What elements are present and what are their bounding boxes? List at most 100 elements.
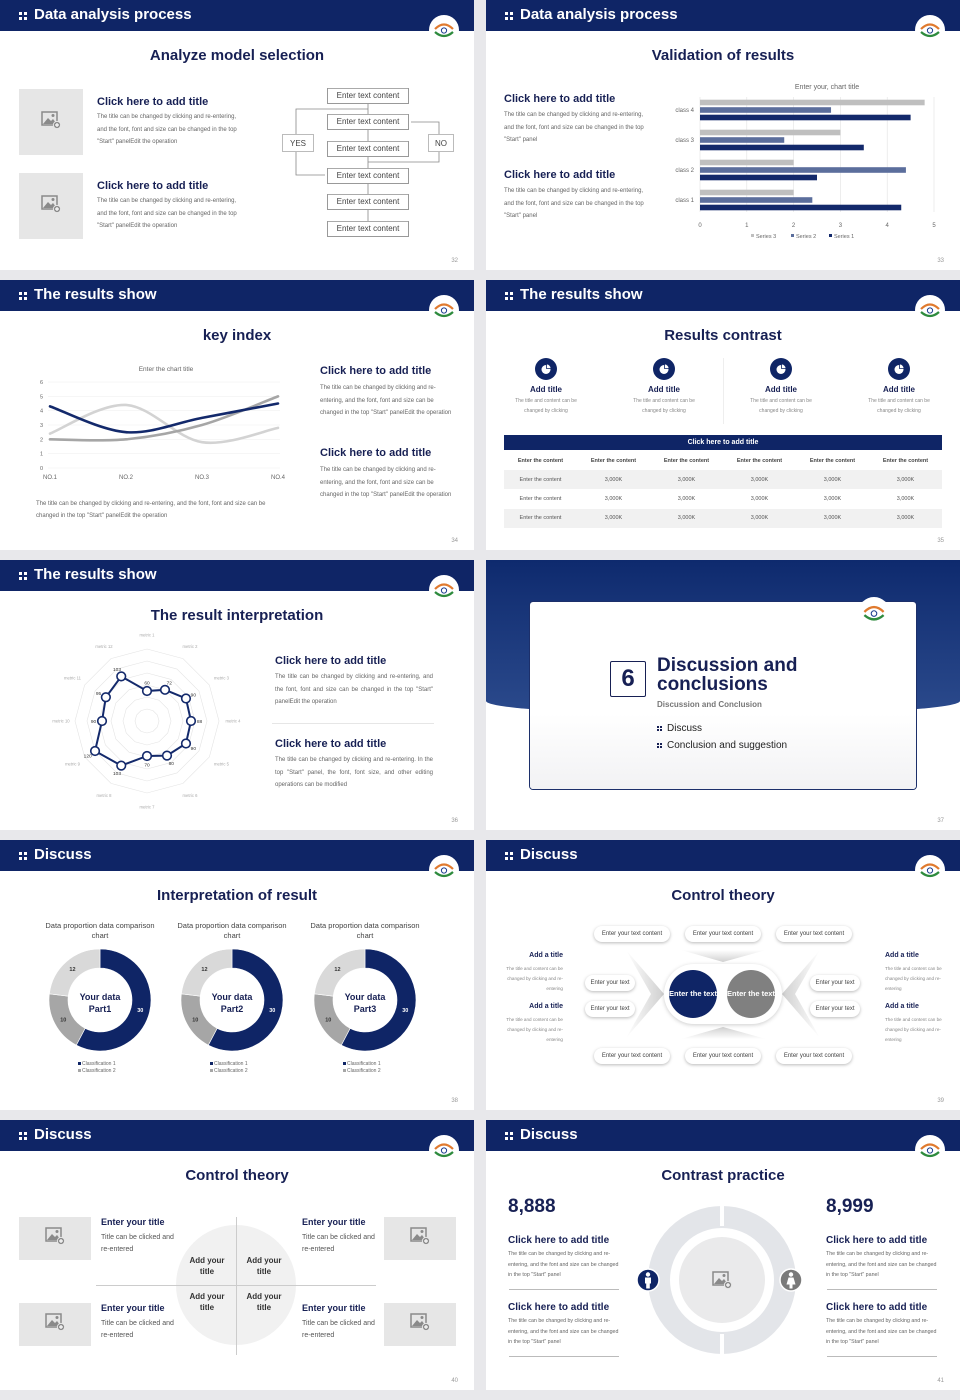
image-add-icon[interactable] <box>712 1271 733 1294</box>
flow-box[interactable]: Enter text content <box>327 88 409 104</box>
chart-caption[interactable]: The title can be changed by clicking and… <box>36 501 266 519</box>
table-cell[interactable]: 3,000K <box>896 515 915 522</box>
text-pill-left[interactable]: Enter your text <box>585 1001 635 1017</box>
item-title[interactable]: Enter your title <box>302 1303 366 1313</box>
donut-value-label: 12 <box>201 967 207 973</box>
item-body[interactable]: Title can be clicked and re-entered <box>302 1234 375 1253</box>
radar-grid-ring <box>74 648 220 794</box>
item-body[interactable]: The title can be changed by clicking and… <box>97 114 237 145</box>
item-body[interactable]: The title can be changed by clicking and… <box>320 385 452 416</box>
table-cell[interactable]: Enter the content <box>519 515 562 522</box>
table-cell[interactable]: 3,000K <box>604 476 623 483</box>
image-placeholder[interactable] <box>19 1303 91 1346</box>
table-cell[interactable]: 3,000K <box>750 515 769 522</box>
feature-item[interactable]: Add title The title and content can be ch… <box>736 358 826 416</box>
side-body[interactable]: The title and content can be changed by … <box>506 966 563 991</box>
item-title[interactable]: Click here to add title <box>508 1235 610 1246</box>
table-cell[interactable]: 3,000K <box>823 495 842 502</box>
item-title[interactable]: Enter your title <box>302 1217 366 1227</box>
table-cell[interactable]: 3,000K <box>823 476 842 483</box>
flow-box[interactable]: Enter text content <box>327 194 409 210</box>
bullet-item[interactable]: Conclusion and suggestion <box>657 740 787 751</box>
item-body[interactable]: Title can be clicked and re-entered <box>302 1320 375 1339</box>
side-body[interactable]: The title and content can be changed by … <box>885 966 942 991</box>
quadrant-label[interactable]: Add your title <box>246 1256 282 1276</box>
side-title[interactable]: Add a title <box>529 1003 563 1010</box>
center-circle-secondary[interactable]: Enter the text <box>727 970 775 1018</box>
flow-box[interactable]: Enter text content <box>327 141 409 157</box>
text-pill-bottom[interactable]: Enter your text content <box>594 1048 670 1064</box>
side-title[interactable]: Add a title <box>529 952 563 959</box>
item-body[interactable]: Title can be clicked and re-entered <box>101 1320 174 1339</box>
item-title[interactable]: Click here to add title <box>320 447 432 459</box>
bullet-item[interactable]: Discuss <box>657 723 702 734</box>
item-title[interactable]: Click here to add title <box>275 655 387 667</box>
table-cell[interactable]: Enter the content <box>519 476 562 483</box>
feature-item[interactable]: Add title The title and content can be ch… <box>854 358 944 416</box>
text-pill-bottom[interactable]: Enter your text content <box>776 1048 852 1064</box>
item-body[interactable]: The title can be changed by clicking and… <box>826 1251 937 1279</box>
text-pill-top[interactable]: Enter your text content <box>685 926 761 942</box>
table-cell[interactable]: 3,000K <box>677 515 696 522</box>
table-cell[interactable]: 3,000K <box>604 495 623 502</box>
feature-item[interactable]: Add title The title and content can be ch… <box>619 358 709 416</box>
table-cell[interactable]: 3,000K <box>677 495 696 502</box>
image-placeholder[interactable] <box>384 1303 456 1346</box>
item-title[interactable]: Click here to add title <box>275 738 387 750</box>
table-cell[interactable]: 3,000K <box>750 495 769 502</box>
table-cell[interactable]: 3,000K <box>823 515 842 522</box>
image-placeholder[interactable] <box>19 1217 91 1260</box>
table-cell[interactable]: 3,000K <box>896 476 915 483</box>
item-body[interactable]: The title can be changed by clicking and… <box>508 1251 619 1279</box>
text-pill-bottom[interactable]: Enter your text content <box>685 1048 761 1064</box>
item-title[interactable]: Click here to add title <box>504 169 616 181</box>
item-title[interactable]: Click here to add title <box>320 365 432 377</box>
radar-point <box>100 692 111 703</box>
item-title[interactable]: Click here to add title <box>97 96 209 108</box>
flow-box[interactable]: Enter text content <box>327 168 409 184</box>
item-title[interactable]: Click here to add title <box>97 180 209 192</box>
item-body[interactable]: The title can be changed by clicking and… <box>504 112 644 143</box>
image-placeholder[interactable] <box>19 89 83 155</box>
item-title[interactable]: Click here to add title <box>504 93 616 105</box>
text-pill-top[interactable]: Enter your text content <box>594 926 670 942</box>
side-body[interactable]: The title and content can be changed by … <box>885 1017 942 1042</box>
item-body[interactable]: The title can be changed by clicking and… <box>826 1318 937 1346</box>
donut-value-label: 30 <box>137 1008 143 1014</box>
text-pill-top[interactable]: Enter your text content <box>776 926 852 942</box>
item-body[interactable]: The title can be changed by clicking and… <box>504 188 644 219</box>
table-title[interactable]: Click here to add title <box>504 435 942 450</box>
quadrant-label[interactable]: Add your title <box>189 1256 225 1276</box>
item-body[interactable]: The title can be changed by clicking and… <box>275 674 433 705</box>
item-title[interactable]: Enter your title <box>101 1303 165 1313</box>
image-placeholder[interactable] <box>19 173 83 239</box>
item-body[interactable]: The title can be changed by clicking and… <box>320 467 452 498</box>
item-title[interactable]: Click here to add title <box>826 1235 928 1246</box>
item-title[interactable]: Click here to add title <box>508 1302 610 1313</box>
side-title[interactable]: Add a title <box>885 1003 919 1010</box>
feature-item[interactable]: Add title The title and content can be ch… <box>501 358 591 416</box>
item-body[interactable]: The title can be changed by clicking and… <box>97 198 237 229</box>
quadrant-label[interactable]: Add your title <box>246 1292 282 1312</box>
side-title[interactable]: Add a title <box>885 952 919 959</box>
item-title[interactable]: Enter your title <box>101 1217 165 1227</box>
table-cell[interactable]: 3,000K <box>677 476 696 483</box>
text-pill-left[interactable]: Enter your text <box>585 975 635 991</box>
item-body[interactable]: Title can be clicked and re-entered <box>101 1234 174 1253</box>
table-cell[interactable]: Enter the content <box>519 495 562 502</box>
text-pill-right[interactable]: Enter your text <box>810 975 860 991</box>
flow-box[interactable]: Enter text content <box>327 221 409 237</box>
item-title[interactable]: Click here to add title <box>826 1302 928 1313</box>
table-cell[interactable]: 3,000K <box>750 476 769 483</box>
table-cell[interactable]: 3,000K <box>896 495 915 502</box>
flow-box[interactable]: Enter text content <box>327 114 409 130</box>
table-cell[interactable]: 3,000K <box>604 515 623 522</box>
center-circle-primary[interactable]: Enter the text <box>669 970 717 1018</box>
text-pill-right[interactable]: Enter your text <box>810 1001 860 1017</box>
item-body[interactable]: The title can be changed by clicking and… <box>508 1318 619 1346</box>
side-body[interactable]: The title and content can be changed by … <box>506 1017 563 1042</box>
image-placeholder[interactable] <box>384 1217 456 1260</box>
item-body[interactable]: The title can be changed by clicking and… <box>275 757 433 788</box>
quadrant-label[interactable]: Add your title <box>189 1292 225 1312</box>
image-add-icon <box>41 110 62 134</box>
